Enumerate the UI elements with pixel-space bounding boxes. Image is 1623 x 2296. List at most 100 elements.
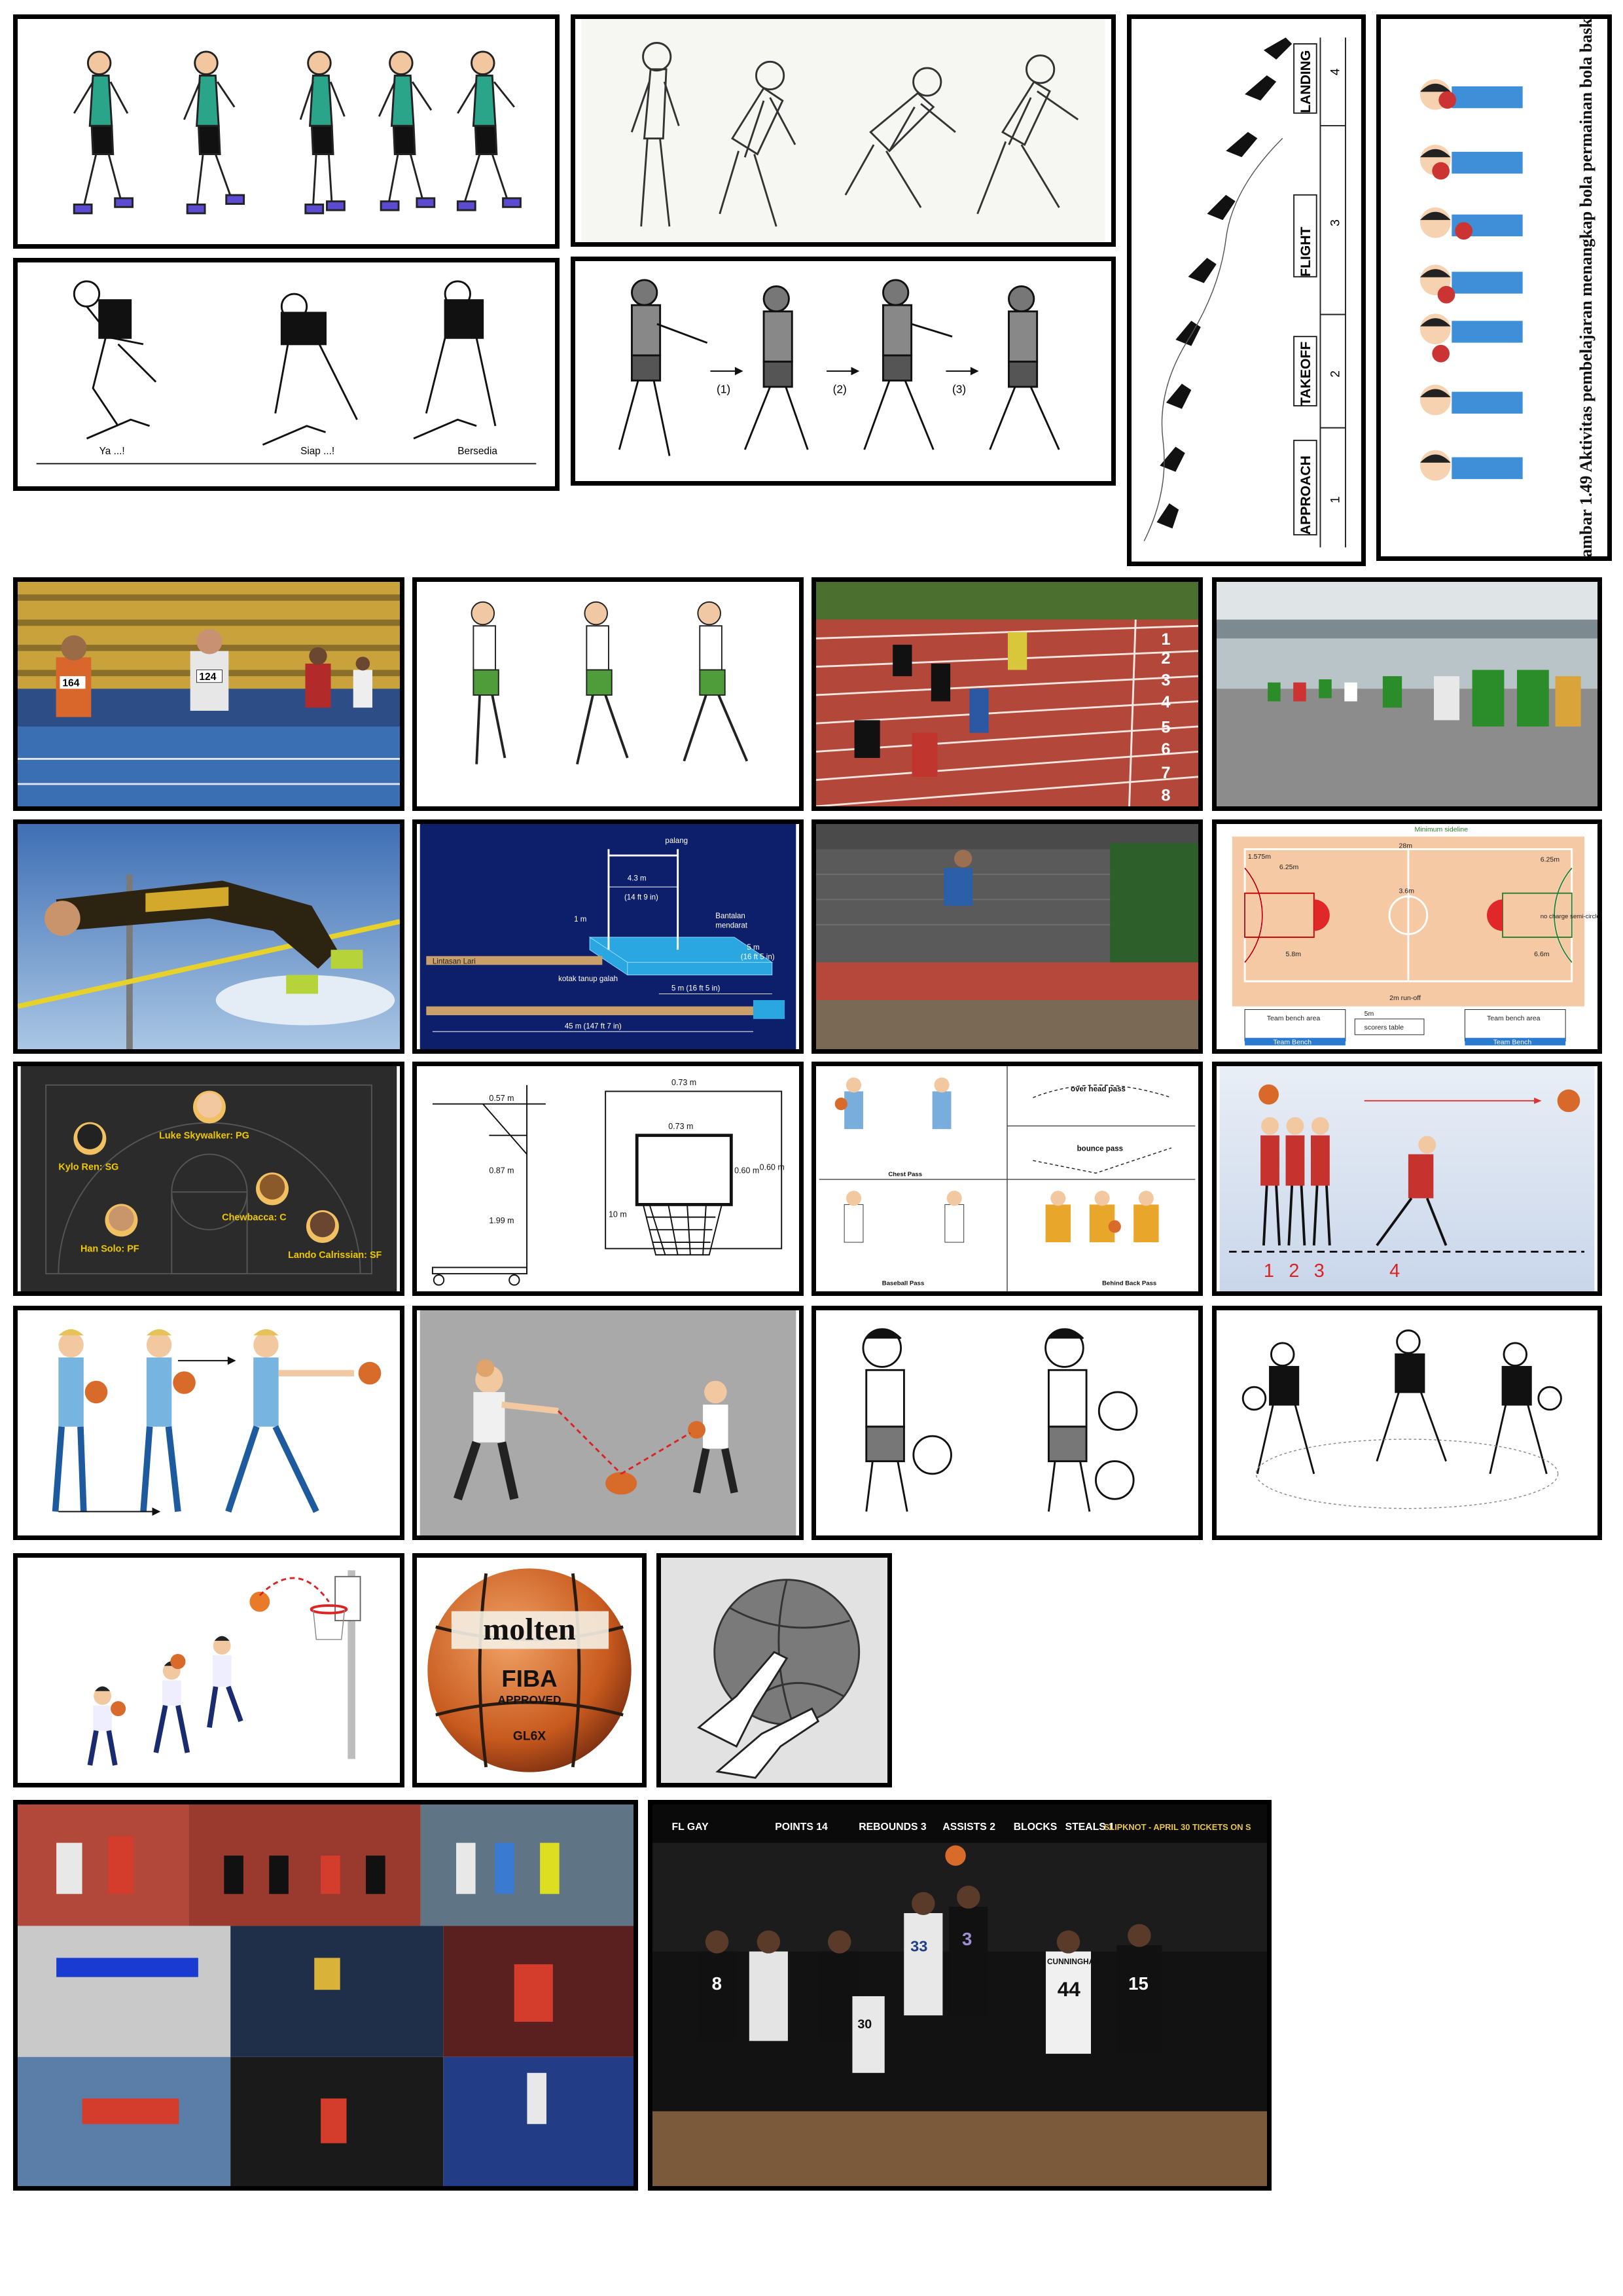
marathon-photo [1217, 582, 1597, 806]
court-charge: no charge semi-circle [1541, 913, 1597, 920]
pass-baseball: Baseball Pass [882, 1280, 925, 1287]
jersey-8: 8 [712, 1973, 722, 1994]
panel-chest-pass-illustration [13, 1306, 404, 1540]
lane-numbers: 1 2 3 4 5 6 7 8 [1161, 630, 1170, 804]
bib-164: 164 [62, 678, 79, 689]
layup-figures [20, 1558, 397, 1783]
panel-athletics-collage [13, 1800, 638, 2191]
jump-phase-diagram: LANDING FLIGHT TAKEOFF APPROACH 4 3 2 1 [1132, 25, 1361, 556]
start-label-bersedia: Bersedia [457, 446, 497, 457]
lane-number: 1 [1161, 630, 1170, 649]
lane-number: 3 [1161, 672, 1170, 690]
panel-race-walking-sequence [13, 14, 560, 249]
athletics-collage [18, 1804, 633, 2186]
team-bench-b: Team Bench [1493, 1038, 1532, 1046]
dim-0-57: 0.57 m [489, 1094, 514, 1103]
shot-step-3: 3 [1314, 1261, 1325, 1282]
relay-step-2: (2) [833, 383, 847, 396]
pit-height: 1 m [574, 916, 586, 924]
dim-1-99: 1.99 m [489, 1216, 514, 1225]
panel-nba-tipoff: FL GAY POINTS 14 REBOUNDS 3 ASSISTS 2 BL… [648, 1800, 1272, 2191]
pit-kotak: kotak tanup galah [558, 975, 618, 983]
relay-step-1: (1) [717, 383, 730, 396]
panel-photo-sprint-finish: 1 2 3 4 5 6 7 8 [812, 577, 1203, 811]
sprint-sketch-illustration [581, 19, 1105, 242]
dribble-figures [819, 1310, 1196, 1535]
phase-num-1: 1 [1329, 496, 1342, 503]
pit-lintasan: Lintasan Lari [433, 958, 476, 965]
scoreboard-ad: SLIPKNOT - APRIL 30 TICKETS ON S [1104, 1822, 1251, 1832]
jersey-15: 15 [1128, 1973, 1149, 1994]
ball-grip-illustration [661, 1558, 887, 1783]
scoreboard-steals: STEALS 1 [1065, 1821, 1115, 1833]
court-dim-b: 6.6m [1534, 950, 1550, 958]
position-lando: Lando Calrissian: SF [288, 1250, 382, 1261]
pit-span: 4.3 m [628, 874, 647, 882]
pole-vault-diagram: palang 4.3 m (14 ft 9 in) 1 m Bantalan m… [419, 824, 796, 1049]
nba-tipoff-photo: FL GAY POINTS 14 REBOUNDS 3 ASSISTS 2 BL… [652, 1804, 1267, 2186]
race-walk-photo: 164 124 [18, 582, 400, 806]
panel-walking-technique [412, 577, 804, 811]
scoreboard-assists: ASSISTS 2 [942, 1821, 995, 1833]
panel-pole-vault-pit-diagram: palang 4.3 m (14 ft 9 in) 1 m Bantalan m… [412, 819, 804, 1054]
pit-span-ft: (14 ft 9 in) [624, 893, 658, 901]
chest-pass-figures [20, 1310, 397, 1535]
phase-num-2: 2 [1329, 370, 1342, 378]
start-label-siap: Siap ...! [300, 446, 334, 457]
ball-approved: APPROVED [498, 1693, 562, 1706]
phase-num-4: 4 [1329, 68, 1342, 75]
pass-chest: Chest Pass [888, 1171, 922, 1178]
race-walkers-illustration [24, 19, 549, 244]
bench-area-b: Team bench area [1487, 1014, 1541, 1022]
hoop-dimensions-diagram: 0.57 m 0.87 m 1.99 m 0.73 m 0.73 m 0.60 … [419, 1066, 796, 1291]
position-kylo: Kylo Ren: SG [58, 1162, 118, 1173]
crossover-figures [1219, 1310, 1595, 1535]
relay-step-3: (3) [952, 383, 966, 396]
scoreboard-team: FL GAY [672, 1821, 709, 1833]
bench-width: 5m [1364, 1010, 1374, 1018]
pit-length: 5 m [747, 944, 759, 952]
scorers-table: scorers table [1364, 1024, 1404, 1031]
dim-0-87: 0.87 m [489, 1166, 514, 1175]
crouch-start-sketch: Ya ...! Siap ...! Bersedia [24, 262, 549, 486]
pit-total: 45 m (147 ft 7 in) [565, 1022, 622, 1030]
landing-label: LANDING [1298, 50, 1313, 113]
lane-number: 5 [1161, 719, 1170, 737]
relay-exchange-illustration: (1) (2) (3) [581, 261, 1105, 481]
court-diagram: 28m 1.575m 6.25m 6.25m 3.6m 5.8m 6.6m Mi… [1219, 824, 1597, 1049]
panel-photo-race-walk: 164 124 [13, 577, 404, 811]
scoreboard-rebounds: REBOUNDS 3 [859, 1821, 927, 1833]
bench-area-a: Team bench area [1267, 1014, 1321, 1022]
jersey-44: 44 [1058, 1978, 1081, 2001]
panel-layup-illustration [13, 1553, 404, 1787]
panel-hoop-dimensions: 0.57 m 0.87 m 1.99 m 0.73 m 0.73 m 0.60 … [412, 1062, 804, 1296]
court-side-a: 6.25m [1279, 863, 1299, 871]
pass-bounce: bounce pass [1077, 1145, 1123, 1153]
position-chewbacca: Chewbacca: C [222, 1212, 287, 1223]
walking-technique-illustration [419, 582, 796, 806]
long-jump-photo [816, 824, 1198, 1049]
ball-brand: molten [483, 1612, 575, 1647]
panel-basketball-court-diagram: 28m 1.575m 6.25m 6.25m 3.6m 5.8m 6.6m Mi… [1212, 819, 1602, 1054]
panel-photo-high-jump [13, 819, 404, 1054]
panel-crossover-dribble [1212, 1306, 1602, 1540]
panel-player-positions: Luke Skywalker: PG Kylo Ren: SG Chewbacc… [13, 1062, 404, 1296]
ball-fiba: FIBA [501, 1665, 557, 1692]
jersey-name-cunningham: CUNNINGHAM [1047, 1958, 1101, 1966]
panel-relay-baton-exchange: (1) (2) (3) [571, 257, 1116, 486]
positions-diagram: Luke Skywalker: PG Kylo Ren: SG Chewbacc… [20, 1066, 397, 1291]
panel-shooting-sequence: 1 2 3 4 [1212, 1062, 1602, 1296]
pit-length-ft: (16 ft 5 in) [741, 954, 775, 961]
figure-caption: Gambar 1.49 Aktivitas pembelajaran menan… [1577, 14, 1596, 561]
jersey-33: 33 [910, 1938, 927, 1955]
court-length: 28m [1399, 842, 1413, 850]
catching-sequence [1381, 64, 1544, 520]
court-runoff: 2m run-off [1389, 994, 1421, 1002]
pit-bantalan2: mendarat [715, 922, 747, 930]
high-jump-photo [18, 824, 400, 1049]
start-label-ya: Ya ...! [99, 446, 125, 457]
ball-model: GL6X [513, 1730, 546, 1744]
scoreboard-points: POINTS 14 [775, 1821, 828, 1833]
position-luke: Luke Skywalker: PG [159, 1131, 249, 1141]
scoreboard-blocks: BLOCKS [1014, 1821, 1058, 1833]
